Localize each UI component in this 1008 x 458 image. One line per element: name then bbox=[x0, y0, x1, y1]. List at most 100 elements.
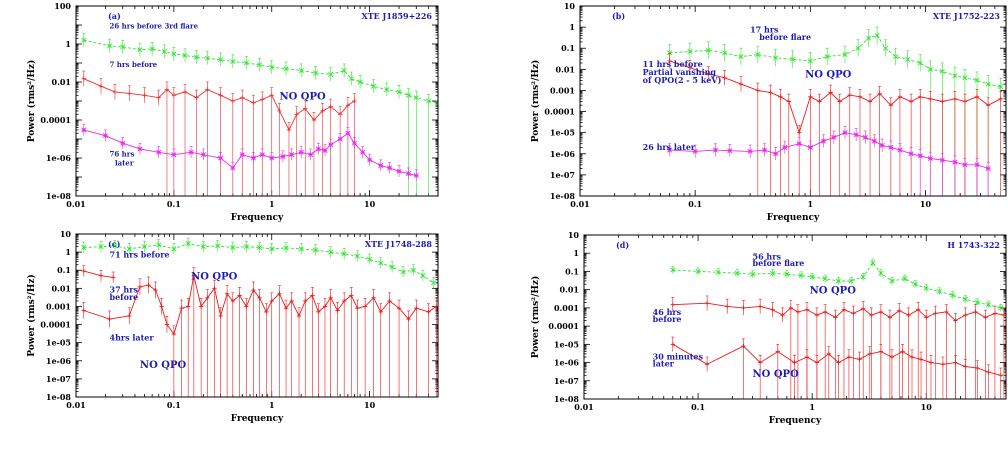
data-point bbox=[804, 354, 810, 360]
data-point bbox=[974, 77, 980, 83]
data-point bbox=[795, 309, 801, 315]
annotation: of QPO(2 - 5 keV) bbox=[643, 75, 722, 85]
y-tick-label: 1 bbox=[573, 248, 579, 258]
panel-label: (b) bbox=[612, 11, 625, 21]
y-tick-label: 1e-05 bbox=[554, 339, 579, 349]
data-point bbox=[311, 117, 317, 123]
data-point bbox=[874, 32, 880, 39]
data-point bbox=[345, 103, 351, 108]
annotation: 37 hrs bbox=[110, 284, 139, 294]
data-point bbox=[230, 165, 236, 171]
data-point bbox=[188, 149, 194, 155]
data-point bbox=[782, 144, 788, 150]
data-point bbox=[963, 364, 968, 369]
chart-svg-d: 0.01 0.1 1 10 1e-08 1e-07 1e-06 1e-05 0.0001 0.00… bbox=[530, 230, 1007, 426]
x-axis-label: Frequency bbox=[231, 414, 284, 424]
data-point bbox=[198, 304, 204, 309]
data-point bbox=[179, 305, 184, 311]
chart-panel-d: 0.01 0.1 1 10 1e-08 1e-07 1e-06 1e-05 0.0001 0.00… bbox=[504, 227, 1008, 454]
data-point bbox=[757, 360, 763, 365]
data-point bbox=[905, 56, 911, 62]
data-point bbox=[786, 99, 791, 104]
data-point bbox=[768, 90, 773, 95]
data-point bbox=[877, 91, 882, 96]
series-2 bbox=[667, 126, 991, 196]
data-point bbox=[867, 99, 873, 104]
annotation: 46 hrs bbox=[653, 307, 682, 317]
data-point bbox=[924, 315, 929, 320]
data-point bbox=[357, 79, 363, 85]
data-point bbox=[807, 144, 813, 150]
data-point bbox=[348, 76, 354, 82]
data-point bbox=[687, 65, 693, 70]
data-point bbox=[316, 309, 321, 315]
data-point bbox=[98, 273, 104, 278]
data-point bbox=[963, 312, 968, 318]
data-point bbox=[322, 304, 328, 309]
data-point bbox=[841, 307, 847, 312]
plot-frame bbox=[583, 234, 1007, 400]
series-line bbox=[83, 39, 438, 104]
data-point bbox=[985, 81, 991, 87]
data-point bbox=[939, 157, 945, 163]
data-point bbox=[200, 244, 206, 250]
annotation: later bbox=[115, 159, 134, 168]
data-point bbox=[328, 295, 333, 301]
data-point bbox=[952, 96, 958, 102]
y-tick-label: 0.01 bbox=[560, 285, 579, 295]
data-point bbox=[927, 155, 933, 161]
data-point bbox=[218, 57, 224, 63]
data-point bbox=[141, 244, 147, 250]
data-point bbox=[837, 99, 842, 104]
annotation: 7 hrs before bbox=[110, 60, 158, 69]
data-point bbox=[928, 360, 934, 365]
data-point bbox=[341, 298, 347, 304]
annotation: NO QPO bbox=[753, 369, 800, 380]
annotation: NO QPO bbox=[805, 70, 852, 81]
data-point bbox=[98, 244, 104, 250]
data-point bbox=[796, 141, 802, 147]
chart-title: XTE J1859+226 bbox=[362, 11, 433, 21]
annotation: before bbox=[653, 314, 682, 324]
plot-area bbox=[81, 33, 438, 196]
y-tick-label: 0.0001 bbox=[548, 321, 579, 331]
data-point bbox=[705, 47, 711, 53]
data-point bbox=[878, 270, 884, 276]
data-point bbox=[822, 309, 828, 315]
data-point bbox=[725, 304, 730, 309]
data-point bbox=[939, 68, 945, 74]
data-point bbox=[81, 268, 86, 274]
data-point bbox=[889, 278, 895, 284]
error-bars bbox=[668, 26, 1003, 196]
data-point bbox=[371, 295, 376, 301]
data-point bbox=[218, 155, 224, 161]
data-point bbox=[400, 269, 406, 275]
annotation: NO QPO bbox=[810, 286, 857, 297]
error-bars bbox=[82, 70, 356, 196]
data-point bbox=[761, 147, 768, 153]
data-point bbox=[426, 309, 431, 315]
data-point bbox=[808, 94, 813, 99]
data-point bbox=[817, 99, 822, 104]
data-point bbox=[953, 360, 958, 365]
x-tick-label: 0.1 bbox=[688, 199, 702, 209]
data-point bbox=[289, 298, 294, 304]
data-point bbox=[747, 148, 753, 154]
annotation: 30 minutes bbox=[653, 351, 704, 361]
x-tick-label: 10 bbox=[920, 199, 932, 209]
data-point bbox=[156, 149, 162, 155]
data-point bbox=[928, 96, 933, 102]
data-point bbox=[842, 130, 848, 136]
data-point bbox=[354, 253, 360, 259]
y-tick-label: 1 bbox=[65, 247, 71, 257]
chart-title: XTE J1752-223 bbox=[933, 11, 1001, 21]
data-point bbox=[205, 295, 210, 301]
y-tick-label: 10 bbox=[568, 230, 580, 240]
error-bars bbox=[671, 336, 1003, 399]
data-point bbox=[889, 354, 895, 360]
data-point bbox=[161, 49, 167, 55]
chart-svg-a: 0.01 0.1 1 10 1e-08 1e-06 0.0001 0.01 1 100 Freque… bbox=[26, 1, 439, 223]
y-tick-label: 1e-05 bbox=[46, 338, 71, 348]
data-point bbox=[883, 45, 889, 51]
data-point bbox=[111, 275, 116, 280]
